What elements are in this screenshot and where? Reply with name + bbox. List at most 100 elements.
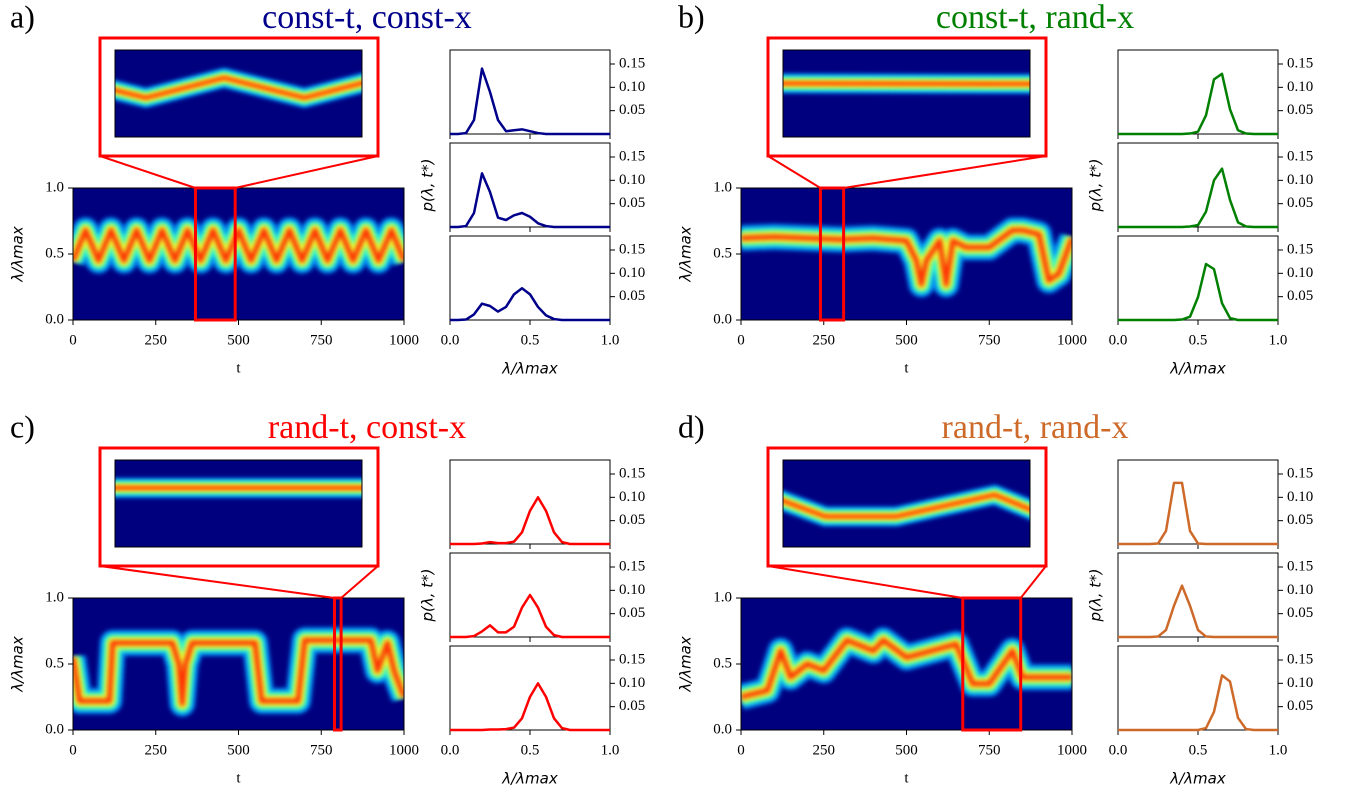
y-axis-label: λ/λmax [677, 636, 695, 693]
y-tick-label: 0.15 [1287, 148, 1313, 164]
dist-line [450, 172, 610, 229]
x-tick-label: 250 [145, 742, 168, 758]
x-tick-label: 1000 [389, 742, 419, 758]
y-tick-label: 0.10 [619, 582, 645, 598]
dist-axes [1117, 459, 1279, 545]
y-tick-label: 0.05 [1287, 288, 1313, 304]
x-axis-label: t [904, 360, 909, 376]
y-tick-label: 0.05 [1287, 512, 1313, 528]
dist-x-label: λ/λmax [1169, 770, 1226, 788]
y-tick-label: 0.15 [1287, 465, 1313, 481]
y-tick-label: 0.05 [1287, 102, 1313, 118]
zoom-connector [843, 155, 1047, 189]
ridge [73, 637, 404, 707]
dist-line [1118, 262, 1278, 322]
x-tick-label: 0 [69, 332, 77, 348]
x-tick-label: 0.0 [441, 742, 460, 758]
dist-line [450, 67, 610, 136]
inset-axes [782, 49, 1031, 138]
dist-axes [1117, 235, 1279, 321]
dist-line [450, 593, 610, 639]
x-tick-label: 750 [978, 332, 1001, 348]
y-tick-label: 0.10 [1287, 79, 1313, 95]
dist-line [1118, 72, 1278, 136]
y-tick-label: 0.15 [1287, 558, 1313, 574]
panel-title: rand-t, const-x [268, 409, 466, 446]
dist-y-label: p(λ, t*) [419, 568, 437, 622]
panel-title: rand-t, rand-x [942, 409, 1129, 446]
y-tick-label: 0.10 [1287, 582, 1313, 598]
y-tick-label: 0.15 [619, 558, 645, 574]
x-tick-label: 0.0 [441, 332, 460, 348]
dist-axes [449, 235, 611, 321]
zoom-connector [99, 565, 335, 599]
x-tick-label: 750 [310, 332, 333, 348]
dist-line [1118, 674, 1278, 732]
y-tick-label: 1.0 [45, 589, 64, 605]
x-tick-label: 0.0 [1109, 332, 1128, 348]
panel-title: const-t, rand-x [936, 0, 1134, 36]
x-tick-label: 750 [978, 742, 1001, 758]
zoom-region [332, 596, 343, 732]
y-tick-label: 0.5 [45, 245, 64, 261]
y-tick-label: 0.15 [1287, 241, 1313, 257]
x-tick-label: 1.0 [601, 332, 620, 348]
y-tick-label: 0.05 [619, 512, 645, 528]
dist-axes [449, 459, 611, 545]
dist-line [1118, 481, 1278, 546]
y-tick-label: 0.15 [619, 241, 645, 257]
dist-axes [1117, 49, 1279, 135]
x-tick-label: 0.5 [1189, 332, 1208, 348]
x-tick-label: 250 [813, 332, 836, 348]
y-tick-label: 0.10 [1287, 675, 1313, 691]
inset-ridge [783, 492, 1030, 519]
dist-line [450, 496, 610, 546]
zoom-region [193, 186, 237, 322]
x-tick-label: 250 [145, 332, 168, 348]
y-tick-label: 0.10 [619, 79, 645, 95]
y-tick-label: 0.10 [1287, 265, 1313, 281]
inset-axes [114, 49, 363, 138]
dist-axes [1117, 645, 1279, 731]
y-tick-label: 0.10 [619, 489, 645, 505]
zoom-connector [767, 155, 821, 189]
x-tick-label: 0 [737, 332, 745, 348]
ridge [741, 227, 1072, 287]
ridge-group [741, 217, 1072, 298]
x-tick-label: 0.5 [521, 742, 540, 758]
inset-bg [115, 460, 362, 547]
y-axis-label: λ/λmax [9, 636, 27, 693]
y-tick-label: 1.0 [45, 179, 64, 195]
dist-y-label: p(λ, t*) [1087, 568, 1105, 622]
dist-y-label: p(λ, t*) [419, 158, 437, 212]
inset-ridge-group [783, 485, 1030, 527]
y-tick-label: 0.10 [1287, 489, 1313, 505]
zoom-region [818, 186, 846, 322]
panel-label: d) [678, 408, 705, 444]
x-tick-label: 1.0 [601, 742, 620, 758]
zoom-connector [99, 155, 196, 189]
y-tick-label: 0.15 [619, 55, 645, 71]
dist-x-label: λ/λmax [1169, 360, 1226, 378]
dist-x-label: λ/λmax [501, 360, 558, 378]
y-tick-label: 0.10 [1287, 172, 1313, 188]
x-tick-label: 0.5 [1189, 742, 1208, 758]
dist-line [1118, 584, 1278, 639]
heatmap-bg [73, 598, 404, 730]
y-tick-label: 0.5 [713, 245, 732, 261]
y-tick-label: 0.10 [619, 172, 645, 188]
x-tick-label: 0.0 [1109, 742, 1128, 758]
y-tick-label: 0.15 [619, 148, 645, 164]
panel-label: a) [10, 0, 35, 34]
dist-axes [449, 142, 611, 228]
y-tick-label: 0.0 [45, 311, 64, 327]
x-axis-label: t [904, 770, 909, 786]
y-tick-label: 0.0 [45, 721, 64, 737]
dist-axes [449, 645, 611, 731]
ridge [73, 227, 404, 264]
y-axis-label: λ/λmax [9, 226, 27, 283]
y-tick-label: 0.15 [619, 465, 645, 481]
zoom-connector [1019, 565, 1047, 599]
x-tick-label: 1000 [1057, 742, 1087, 758]
y-tick-label: 0.05 [619, 698, 645, 714]
